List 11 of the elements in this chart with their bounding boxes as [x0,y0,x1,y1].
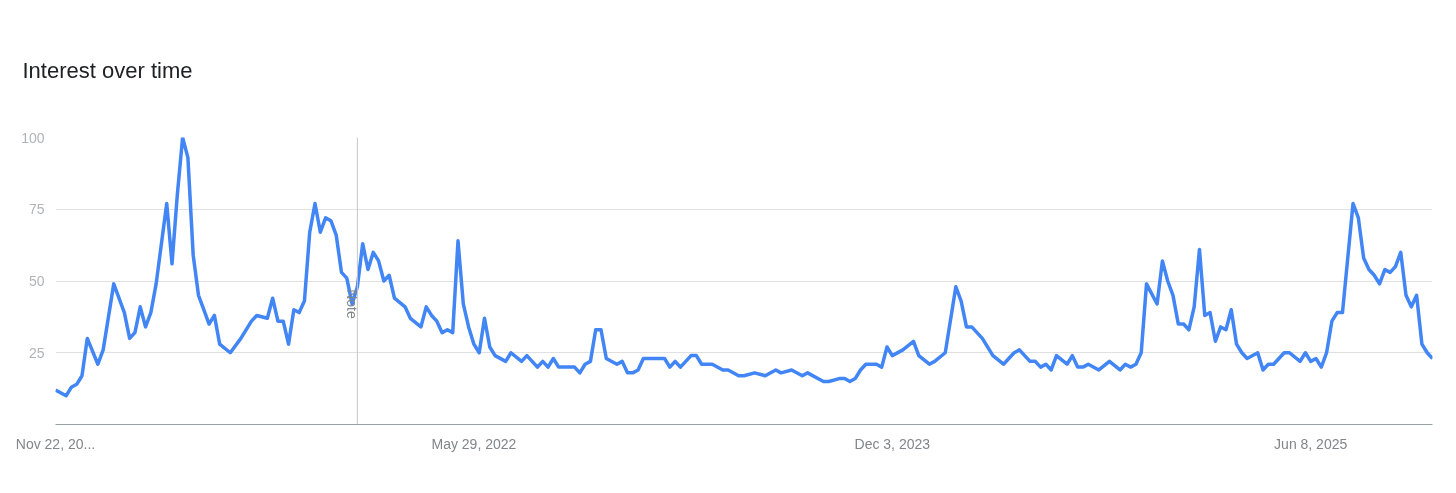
y-tick-label: 75 [28,201,45,218]
y-tick-label: 100 [21,129,45,146]
y-tick-label: 50 [28,273,45,289]
line-series [55,137,1433,398]
x-tick-label: Dec 3, 2023 [854,435,931,452]
x-tick-label: Jun 8, 2025 [1274,435,1348,452]
chart-title: Interest over time [22,57,193,83]
x-tick-label: May 29, 2022 [431,435,517,452]
y-tick-label: 25 [28,344,45,361]
ref-line-label: Note [344,289,361,319]
x-tick-label: Nov 22, 20... [15,435,96,452]
